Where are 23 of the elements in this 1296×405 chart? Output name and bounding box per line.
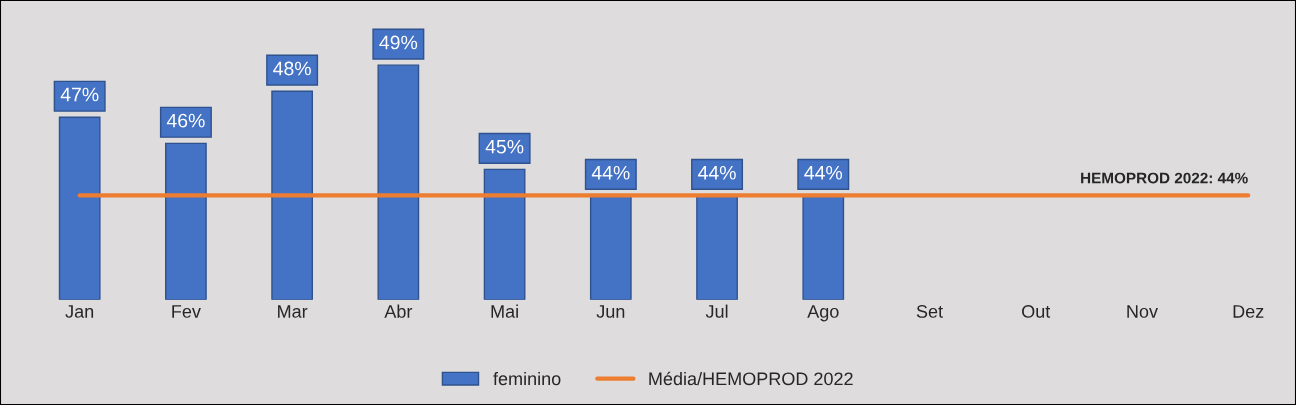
x-tick-label: Ago [807,305,839,322]
legend-label: feminino [493,371,561,386]
data-label: 48% [273,61,311,76]
x-tick-label: Nov [1127,305,1158,318]
data-label: HEMOPROD 2022: 44% [1081,172,1248,184]
data-label: 44% [591,165,630,180]
x-tick-label: Jun [596,305,625,318]
data-label: 49% [379,35,418,50]
x-tick-label: Mai [491,304,518,318]
x-tick-label: Mar [278,305,308,318]
data-label: 46% [166,113,205,128]
x-tick-label: Dez [1233,305,1264,318]
data-label: 44% [804,165,843,180]
x-tick-label: Jan [65,305,94,318]
data-label: 47% [60,87,99,102]
data-label: 44% [698,165,736,180]
data-label: 45% [485,139,524,154]
x-tick-label: Fev [172,305,201,318]
x-tick-label: Abr [384,304,413,318]
legend-label: Média/HEMOPROD 2022 [649,371,853,386]
x-tick-label: Set [916,305,943,318]
x-tick-label: Jul [705,304,728,318]
x-tick-label: Out [1022,305,1051,318]
